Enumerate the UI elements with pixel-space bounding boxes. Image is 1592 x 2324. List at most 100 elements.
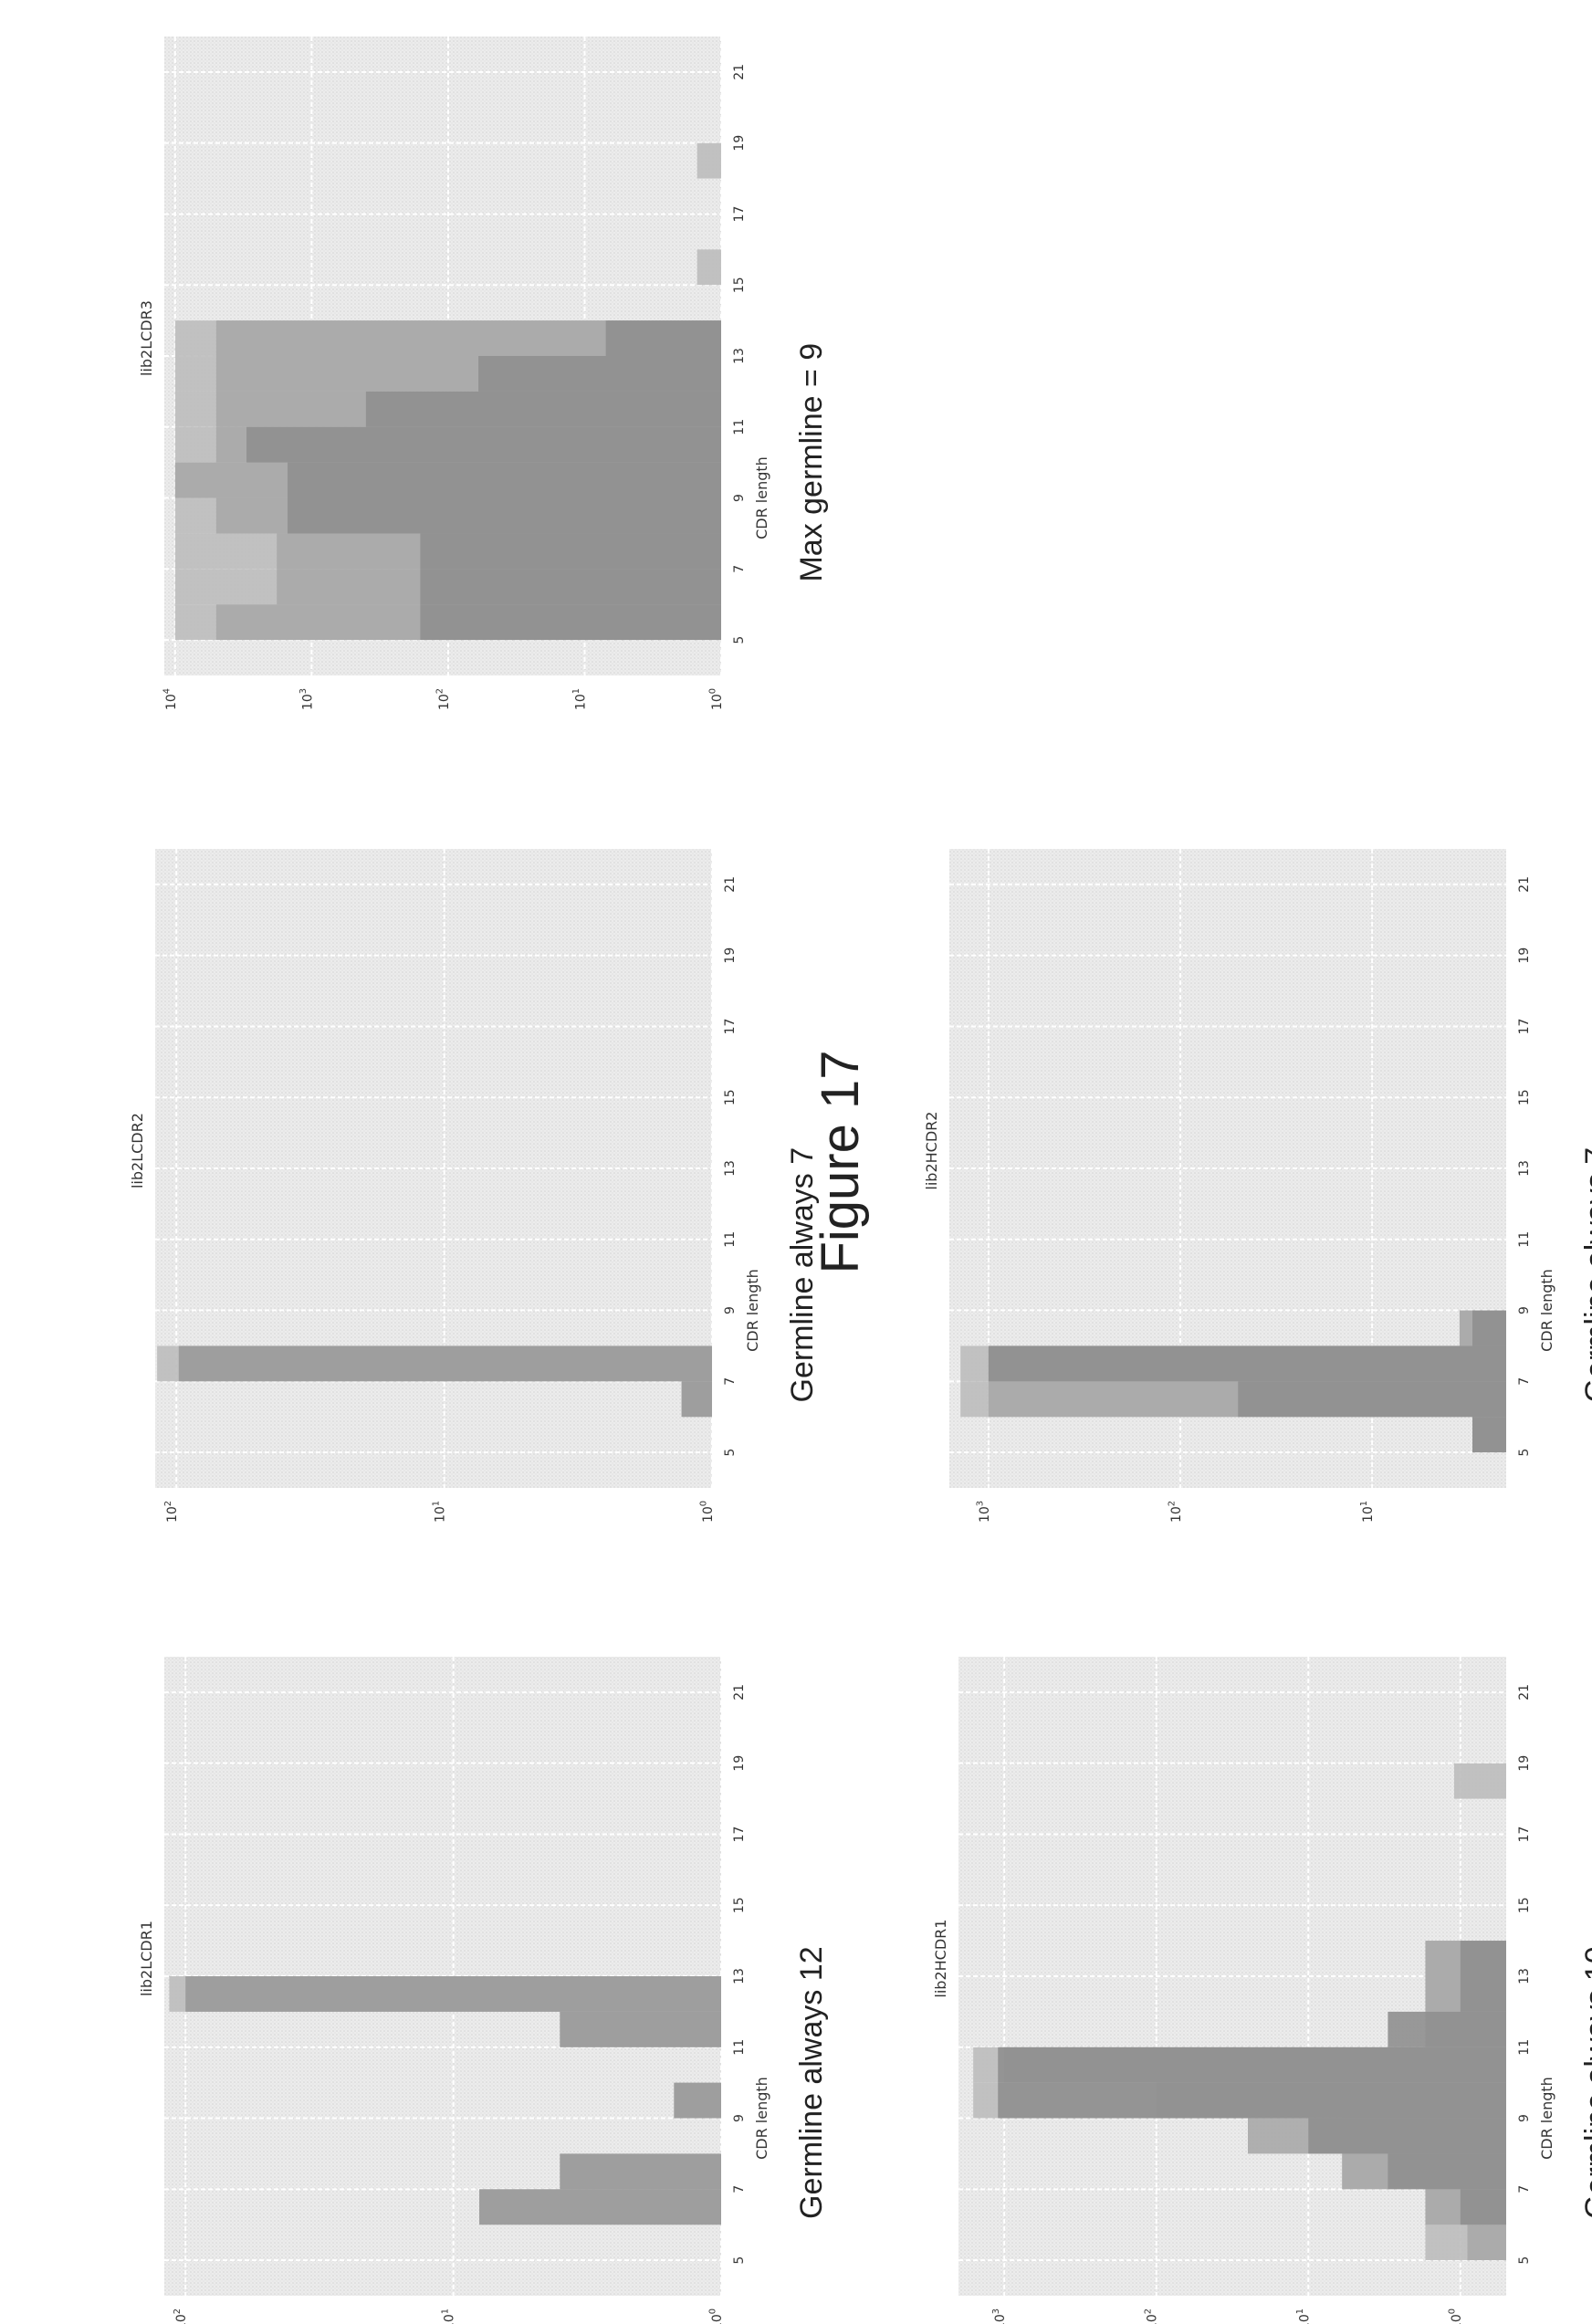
chart-lib2HCDR1: 5 7 9 11 13 15 17 19 21 CDR length 100 101 102 103 lib… bbox=[932, 1657, 1592, 2324]
bar-lib2LCDR1-s1-6 bbox=[479, 2189, 721, 2225]
x-axis-label: CDR length bbox=[753, 2077, 770, 2160]
bar-lib2HCDR1-s2-11 bbox=[1388, 2011, 1506, 2047]
x-tick-label: 7 bbox=[732, 565, 747, 573]
bar-lib2HCDR1-s1-5 bbox=[1467, 2225, 1506, 2261]
bar-lib2LCDR1-s1-12 bbox=[185, 1976, 721, 2012]
bar-lib2HCDR1-s2-8 bbox=[1308, 2118, 1506, 2154]
bar-lib2HCDR1-s2-10 bbox=[998, 2047, 1506, 2083]
bar-lib2HCDR2-s2-7 bbox=[988, 1345, 1506, 1382]
figure-title: Figure 17 bbox=[811, 1050, 870, 1273]
bar-lib2LCDR1-s1-9 bbox=[674, 2082, 721, 2119]
x-tick-label: 13 bbox=[1517, 1968, 1532, 1984]
bar-lib2LCDR3-s2-5 bbox=[420, 604, 721, 641]
x-tick-label: 7 bbox=[1517, 1377, 1532, 1386]
bar-lib2LCDR2-s1-7 bbox=[178, 1345, 713, 1382]
y-tick-label: 103 bbox=[991, 2308, 1008, 2324]
x-tick-label: 19 bbox=[732, 135, 747, 152]
chart-panels: 5 7 9 11 13 15 17 19 21 CDR length 100 101 102 lib2LC… bbox=[129, 37, 1592, 2324]
x-tick-label: 15 bbox=[723, 1089, 738, 1105]
bar-lib2LCDR3-s2-9 bbox=[288, 462, 721, 498]
x-tick-label: 9 bbox=[732, 2114, 747, 2122]
y-tick-label: 100 bbox=[1448, 2308, 1464, 2324]
y-tick-label: 101 bbox=[431, 1501, 447, 1523]
bar-lib2HCDR1-s0-18 bbox=[1453, 1763, 1506, 1799]
y-tick-label: 101 bbox=[440, 2308, 456, 2324]
bar-lib2LCDR1-s1-7 bbox=[560, 2153, 721, 2190]
x-tick-label: 13 bbox=[732, 1968, 747, 1984]
panel-title: lib2LCDR3 bbox=[138, 300, 155, 376]
x-tick-label: 19 bbox=[723, 947, 738, 964]
x-tick-label: 7 bbox=[1517, 2185, 1532, 2193]
chart-lib2LCDR2: 5 7 9 11 13 15 17 19 21 CDR length 100 101 102 lib2LC… bbox=[129, 849, 820, 1523]
x-tick-label: 19 bbox=[1517, 947, 1532, 964]
panel-title: lib2HCDR2 bbox=[923, 1112, 940, 1190]
x-tick-label: 11 bbox=[732, 419, 747, 435]
x-tick-label: 17 bbox=[723, 1019, 738, 1035]
panel-caption: Germline always 10 bbox=[1579, 1946, 1592, 2219]
y-tick-label: 102 bbox=[1168, 1501, 1184, 1523]
bar-lib2HCDR1-s2-6 bbox=[1460, 2189, 1506, 2225]
chart-lib2LCDR1: 5 7 9 11 13 15 17 19 21 CDR length 100 101 102 lib2LC… bbox=[138, 1657, 829, 2324]
panel-caption: Max germline = 9 bbox=[794, 343, 829, 582]
x-tick-label: 15 bbox=[1517, 1897, 1532, 1913]
x-tick-label: 9 bbox=[732, 494, 747, 502]
bar-lib2HCDR1-s2-12 bbox=[1460, 1976, 1506, 2012]
bar-lib2HCDR1-s2-7 bbox=[1388, 2153, 1506, 2190]
x-tick-label: 17 bbox=[1517, 1827, 1532, 1843]
bar-lib2LCDR3-s0-18 bbox=[696, 142, 721, 179]
bar-lib2HCDR1-s2-9 bbox=[998, 2082, 1506, 2119]
x-tick-label: 13 bbox=[1517, 1160, 1532, 1177]
x-tick-label: 7 bbox=[723, 1377, 738, 1386]
x-axis-label: CDR length bbox=[744, 1269, 761, 1352]
chart-lib2HCDR2: 5 7 9 11 13 15 17 19 21 CDR length 101 102 103 lib2HC… bbox=[923, 849, 1592, 1523]
bar-lib2LCDR3-s2-6 bbox=[420, 569, 721, 605]
y-tick-label: 102 bbox=[435, 688, 452, 710]
bar-lib2LCDR3-s2-10 bbox=[246, 426, 721, 463]
panel-caption: Germline always 12 bbox=[794, 1946, 829, 2219]
x-tick-label: 11 bbox=[723, 1231, 738, 1248]
y-tick-label: 102 bbox=[173, 2308, 189, 2324]
bar-lib2HCDR2-s2-8 bbox=[1472, 1310, 1506, 1346]
x-tick-label: 19 bbox=[732, 1755, 747, 1772]
x-tick-label: 7 bbox=[732, 2185, 747, 2193]
x-tick-label: 21 bbox=[732, 64, 747, 80]
panel-title: lib2LCDR2 bbox=[129, 1113, 146, 1188]
x-tick-label: 5 bbox=[1517, 2256, 1532, 2265]
y-tick-label: 101 bbox=[1295, 2308, 1312, 2324]
x-tick-label: 21 bbox=[1517, 876, 1532, 893]
y-tick-label: 104 bbox=[162, 688, 179, 710]
bar-lib2LCDR2-s1-6 bbox=[681, 1381, 712, 1418]
x-tick-label: 5 bbox=[732, 636, 747, 644]
panel-caption: Germline always 7 bbox=[1579, 1147, 1592, 1403]
x-tick-label: 17 bbox=[1517, 1019, 1532, 1035]
x-tick-label: 9 bbox=[1517, 1306, 1532, 1314]
bar-lib2HCDR2-s2-6 bbox=[1238, 1381, 1506, 1418]
bar-lib2LCDR1-s1-11 bbox=[560, 2011, 721, 2047]
y-tick-label: 102 bbox=[163, 1501, 180, 1523]
x-axis-label: CDR length bbox=[753, 456, 770, 539]
panel-title: lib2LCDR1 bbox=[138, 1921, 155, 1996]
x-tick-label: 9 bbox=[1517, 2114, 1532, 2122]
bar-lib2LCDR3-s2-12 bbox=[478, 356, 721, 392]
y-tick-label: 100 bbox=[708, 688, 725, 710]
bar-lib2LCDR3-s0-15 bbox=[696, 249, 721, 286]
x-tick-label: 13 bbox=[732, 348, 747, 364]
bar-lib2HCDR1-s2-13 bbox=[1460, 1941, 1506, 1976]
x-tick-label: 11 bbox=[1517, 1231, 1532, 1248]
y-tick-label: 101 bbox=[1359, 1501, 1376, 1523]
x-tick-label: 21 bbox=[732, 1684, 747, 1701]
bar-lib2HCDR2-s2-5 bbox=[1472, 1417, 1506, 1453]
x-tick-label: 21 bbox=[723, 876, 738, 893]
y-tick-label: 103 bbox=[298, 688, 315, 710]
x-tick-label: 15 bbox=[732, 1897, 747, 1913]
x-tick-label: 21 bbox=[1517, 1684, 1532, 1701]
y-tick-label: 102 bbox=[1143, 2308, 1159, 2324]
x-axis-label: CDR length bbox=[1538, 1269, 1555, 1352]
chart-lib2LCDR3: 5 7 9 11 13 15 17 19 21 CDR length 100 101 102 103 104… bbox=[138, 37, 829, 710]
x-tick-label: 11 bbox=[1517, 2039, 1532, 2056]
x-tick-label: 15 bbox=[1517, 1089, 1532, 1105]
y-tick-label: 101 bbox=[571, 688, 588, 710]
bar-lib2LCDR3-s2-13 bbox=[605, 320, 721, 356]
x-tick-label: 5 bbox=[732, 2256, 747, 2265]
